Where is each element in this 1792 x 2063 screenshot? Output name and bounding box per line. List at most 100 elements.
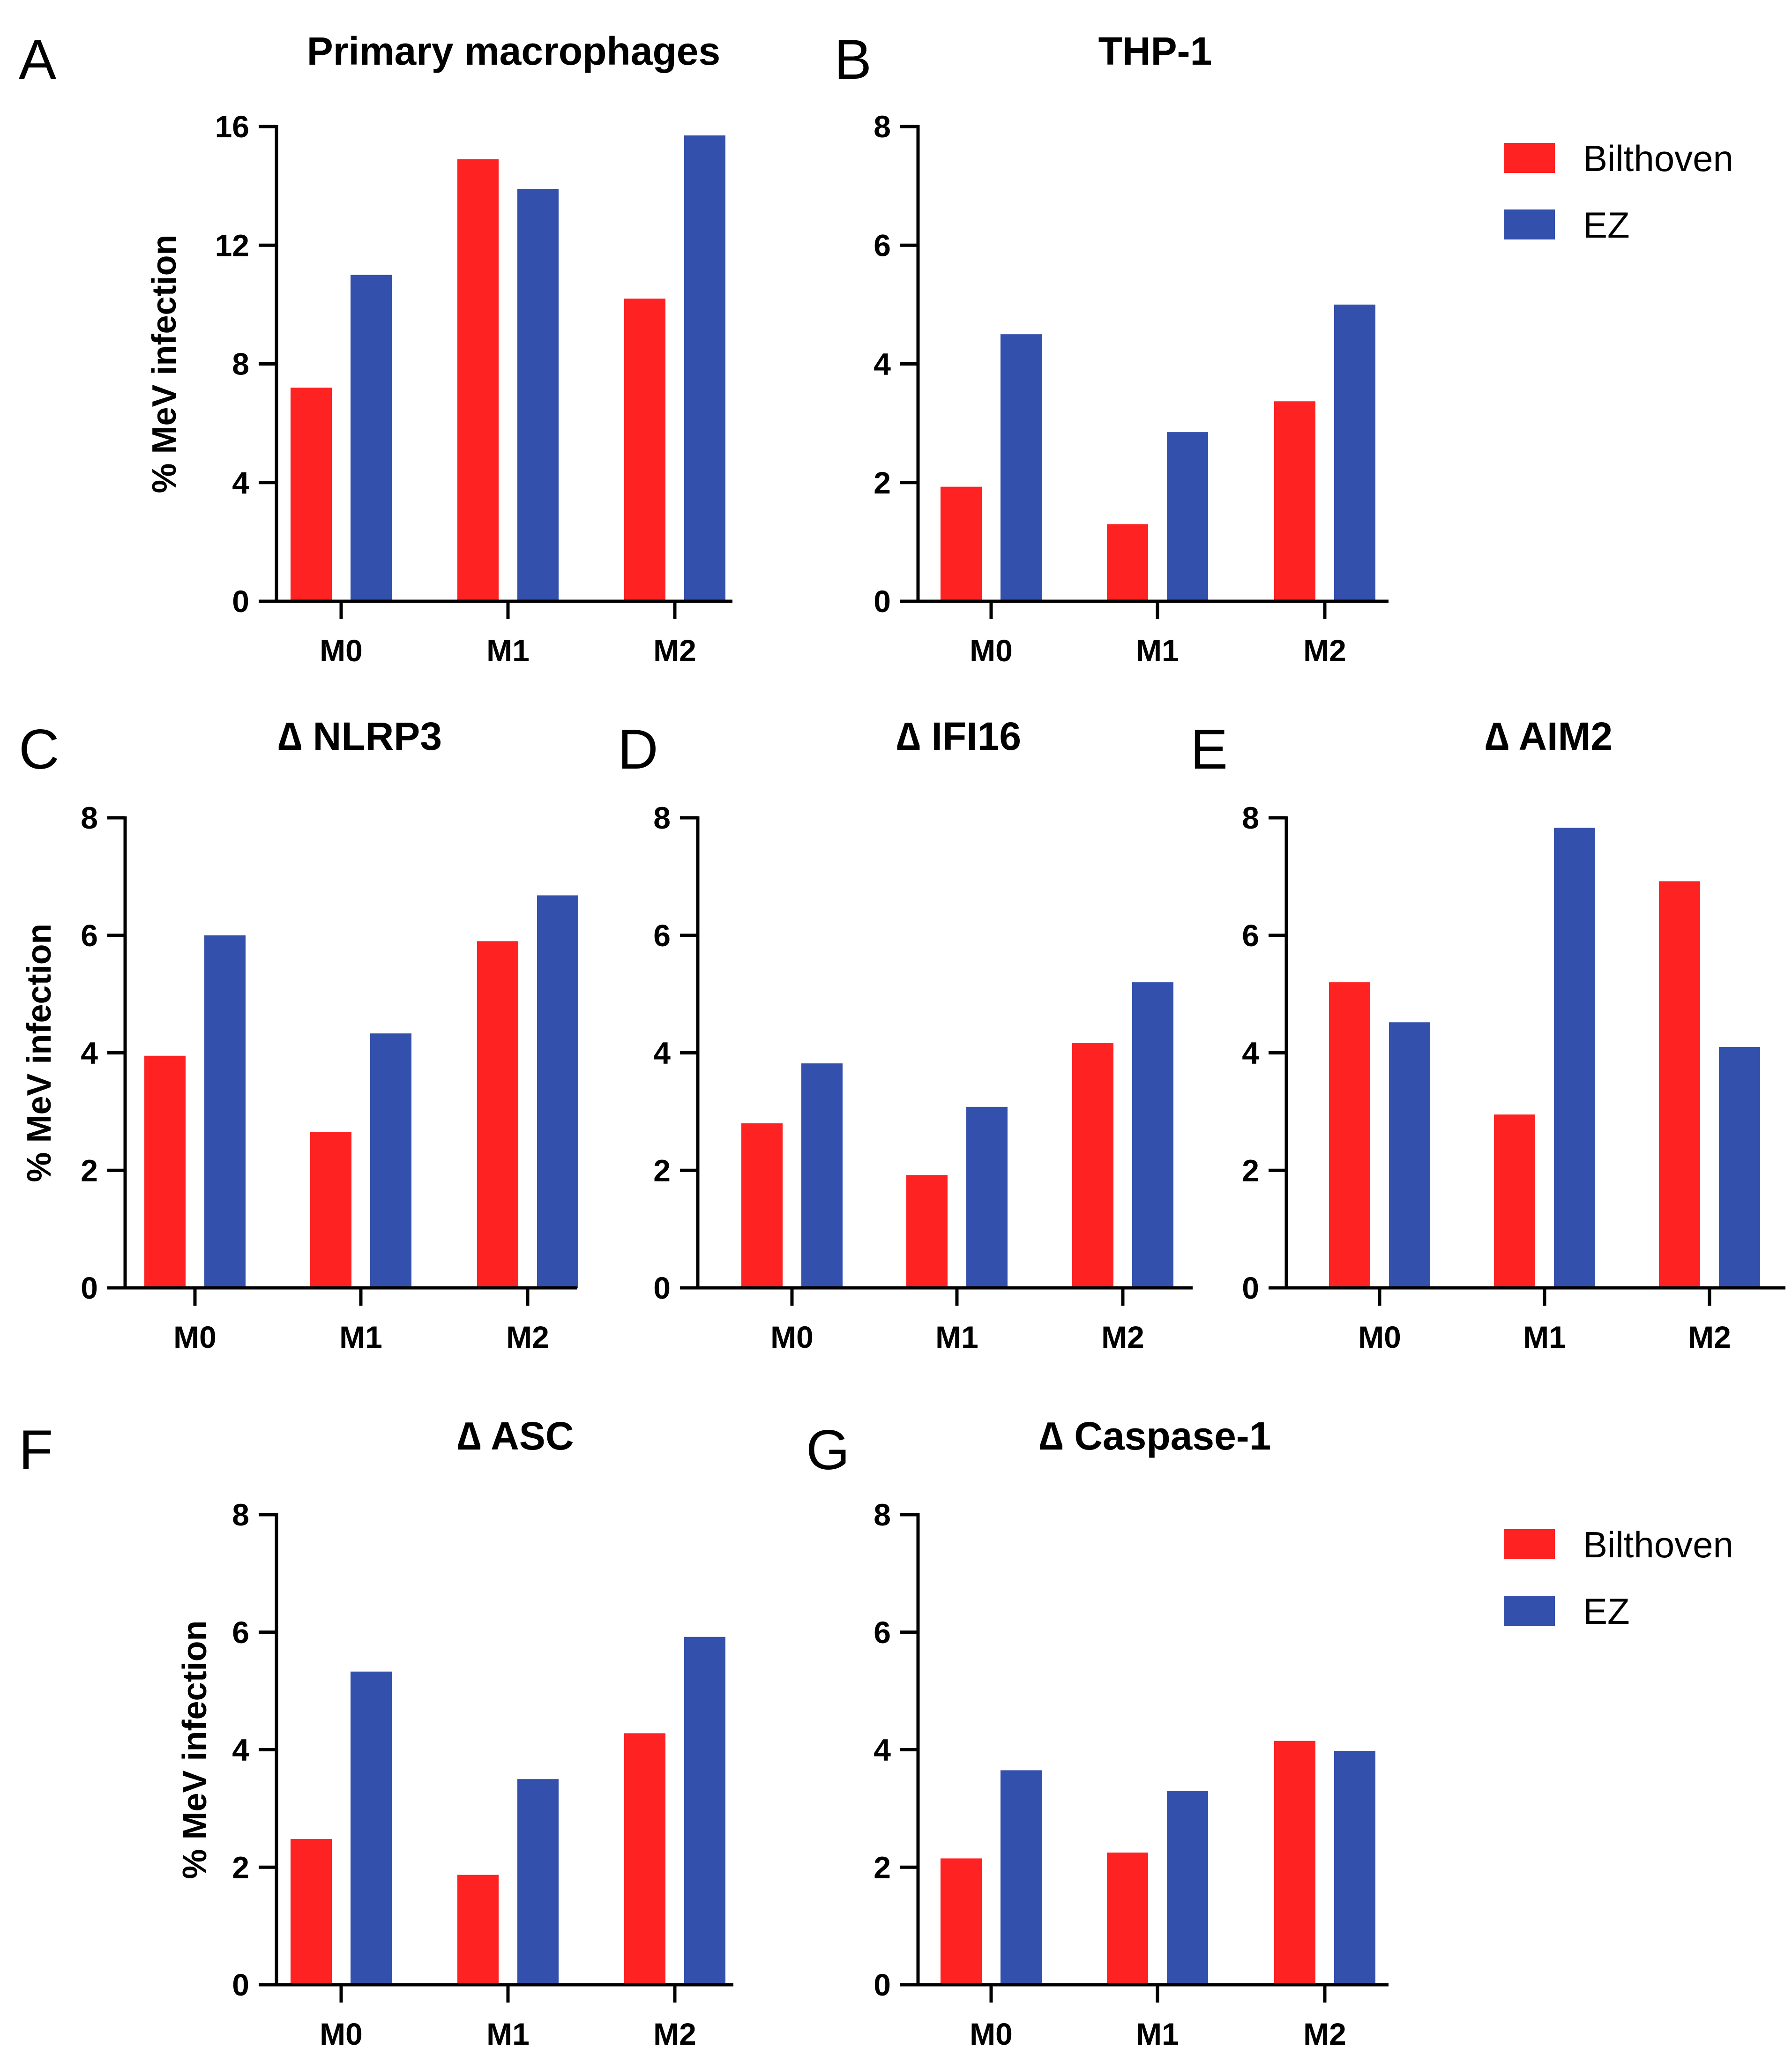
panel-d-xtick-label-m0: M0 bbox=[770, 1320, 814, 1354]
panel-b-ytick-label-2: 2 bbox=[874, 465, 891, 500]
panel-f-xtick-label-m2: M2 bbox=[653, 2017, 696, 2051]
panel-c-title: ∆ NLRP3 bbox=[278, 714, 442, 758]
panel-b-xtick-label-m2: M2 bbox=[1303, 633, 1346, 668]
panel-e-letter: E bbox=[1190, 718, 1228, 781]
panel-g-ytick-label-8: 8 bbox=[874, 1497, 891, 1532]
panel-a-ytick-label-8: 8 bbox=[232, 347, 249, 381]
panel-f-ytick-label-4: 4 bbox=[232, 1733, 249, 1767]
panel-a-bar-ez-m2 bbox=[684, 135, 725, 601]
panel-a-ytick-label-16: 16 bbox=[215, 109, 249, 144]
panel-a-bar-bilthoven-m2 bbox=[624, 299, 665, 601]
panel-b-xtick-label-m0: M0 bbox=[970, 633, 1013, 668]
panel-b: B THP-1 0 2 4 6 8 M0 M1 M2 bbox=[834, 28, 1389, 668]
panel-d-bar-bilthoven-m2 bbox=[1072, 1043, 1113, 1288]
panel-d-ytick-label-2: 2 bbox=[653, 1153, 671, 1188]
panel-e-bar-ez-m2 bbox=[1719, 1046, 1760, 1288]
panel-c-letter: C bbox=[19, 718, 60, 781]
panel-e-ytick-label-4: 4 bbox=[1242, 1036, 1259, 1070]
panel-b-xtick-label-m1: M1 bbox=[1136, 633, 1179, 668]
legend-top-bilthoven-swatch bbox=[1504, 143, 1555, 173]
panel-a-letter: A bbox=[19, 28, 56, 91]
panel-b-ytick-label-4: 4 bbox=[874, 347, 891, 381]
panel-b-bar-bilthoven-m2 bbox=[1274, 401, 1315, 601]
panel-e-bar-ez-m0 bbox=[1389, 1022, 1430, 1288]
panel-f-xtick-label-m0: M0 bbox=[320, 2017, 363, 2051]
panel-c-bar-bilthoven-m0 bbox=[144, 1055, 186, 1288]
panel-e: E ∆ AIM2 0 2 4 6 8 M0 M1 M2 bbox=[1190, 714, 1785, 1354]
panel-d-bar-bilthoven-m0 bbox=[741, 1123, 783, 1288]
panel-b-ytick-label-8: 8 bbox=[874, 109, 891, 144]
panel-e-bar-bilthoven-m1 bbox=[1494, 1114, 1535, 1288]
panel-d-ytick-label-8: 8 bbox=[653, 800, 671, 835]
panel-b-ytick-label-0: 0 bbox=[874, 584, 891, 619]
panel-c-bar-ez-m1 bbox=[370, 1033, 411, 1288]
panel-f-ytick-label-2: 2 bbox=[232, 1850, 249, 1884]
panel-c-bar-ez-m0 bbox=[204, 935, 246, 1288]
panel-a-bar-ez-m1 bbox=[517, 188, 559, 601]
panel-f-ytick-label-8: 8 bbox=[232, 1497, 249, 1532]
panel-e-title: ∆ AIM2 bbox=[1485, 714, 1613, 758]
panel-d-bar-bilthoven-m1 bbox=[906, 1175, 948, 1288]
panel-f-xtick-label-m1: M1 bbox=[486, 2017, 530, 2051]
panel-d-letter: D bbox=[618, 718, 658, 781]
panel-f-ylabel: % MeV infection bbox=[176, 1620, 214, 1879]
panel-b-bar-bilthoven-m0 bbox=[941, 486, 982, 601]
legend-bottom: Bilthoven EZ bbox=[1504, 1524, 1733, 1632]
panel-f-bar-bilthoven-m0 bbox=[291, 1839, 332, 1985]
panel-a-xtick-label-m0: M0 bbox=[320, 633, 363, 668]
panel-a-ylabel: % MeV infection bbox=[146, 234, 183, 493]
panel-c-ylabel: % MeV infection bbox=[21, 923, 58, 1182]
legend-bottom-ez-swatch bbox=[1504, 1596, 1555, 1626]
panel-g-xtick-label-m1: M1 bbox=[1136, 2017, 1179, 2051]
panel-e-xtick-label-m0: M0 bbox=[1358, 1320, 1401, 1354]
panel-e-xtick-label-m1: M1 bbox=[1523, 1320, 1566, 1354]
panel-d-bar-ez-m0 bbox=[801, 1063, 843, 1288]
panel-c-ytick-label-4: 4 bbox=[81, 1036, 98, 1070]
panel-e-bar-bilthoven-m2 bbox=[1659, 881, 1700, 1288]
panel-e-ytick-label-2: 2 bbox=[1242, 1153, 1259, 1188]
panel-c-xtick-label-m1: M1 bbox=[339, 1320, 382, 1354]
panel-f-title: ∆ ASC bbox=[457, 1414, 574, 1458]
legend-bottom-ez-label: EZ bbox=[1583, 1591, 1630, 1632]
legend-top-ez-swatch bbox=[1504, 209, 1555, 239]
panel-c-ytick-label-2: 2 bbox=[81, 1153, 98, 1188]
panel-c-ytick-label-0: 0 bbox=[81, 1271, 98, 1305]
legend-top-ez-label: EZ bbox=[1583, 204, 1630, 246]
panel-e-bar-bilthoven-m0 bbox=[1329, 982, 1370, 1288]
panel-a-xtick-label-m2: M2 bbox=[653, 633, 696, 668]
panel-c: C ∆ NLRP3 % MeV infection 0 2 4 6 8 M0 M1 M2 bbox=[19, 714, 578, 1354]
panel-f-ytick-label-0: 0 bbox=[232, 1967, 249, 2002]
panel-e-ytick-label-6: 6 bbox=[1242, 918, 1259, 953]
panel-a-title: Primary macrophages bbox=[307, 29, 720, 73]
panel-d-ytick-label-4: 4 bbox=[653, 1036, 671, 1070]
panel-d-bar-ez-m2 bbox=[1132, 982, 1173, 1288]
legend-bottom-bilthoven-label: Bilthoven bbox=[1583, 1524, 1733, 1565]
panel-g-ytick-label-4: 4 bbox=[874, 1733, 891, 1767]
panel-b-title: THP-1 bbox=[1098, 29, 1212, 73]
panel-f-bar-ez-m1 bbox=[517, 1779, 559, 1985]
panel-a-ytick-label-4: 4 bbox=[232, 465, 249, 500]
panel-e-ytick-label-8: 8 bbox=[1242, 800, 1259, 835]
panel-b-bar-ez-m0 bbox=[1001, 334, 1042, 601]
panel-b-bar-ez-m1 bbox=[1167, 432, 1208, 601]
panel-d: D ∆ IFI16 0 2 4 6 8 M0 M1 M2 bbox=[618, 714, 1193, 1354]
panel-g-xtick-label-m0: M0 bbox=[970, 2017, 1013, 2051]
panel-d-ytick-label-6: 6 bbox=[653, 918, 671, 953]
panel-a-xtick-label-m1: M1 bbox=[486, 633, 530, 668]
panel-b-ytick-label-6: 6 bbox=[874, 228, 891, 262]
panel-d-bar-ez-m1 bbox=[966, 1106, 1008, 1288]
panel-e-bar-ez-m1 bbox=[1554, 828, 1595, 1288]
chart-panels: A Primary macrophages % MeV infection 0 4 8 12… bbox=[19, 28, 1785, 2051]
panel-g-letter: G bbox=[806, 1419, 850, 1481]
panel-g-bar-bilthoven-m2 bbox=[1274, 1741, 1315, 1985]
legend-bottom-bilthoven-swatch bbox=[1504, 1529, 1555, 1559]
panel-c-ytick-label-6: 6 bbox=[81, 918, 98, 953]
panel-a-ytick-label-12: 12 bbox=[215, 228, 249, 262]
panel-f-letter: F bbox=[19, 1419, 53, 1481]
legend-top: Bilthoven EZ bbox=[1504, 138, 1733, 246]
panel-e-ytick-label-0: 0 bbox=[1242, 1271, 1259, 1305]
panel-g-ytick-label-2: 2 bbox=[874, 1850, 891, 1884]
panel-g-bar-bilthoven-m0 bbox=[941, 1858, 982, 1985]
panel-a-bar-bilthoven-m0 bbox=[291, 388, 332, 601]
panel-f-ytick-label-6: 6 bbox=[232, 1615, 249, 1650]
